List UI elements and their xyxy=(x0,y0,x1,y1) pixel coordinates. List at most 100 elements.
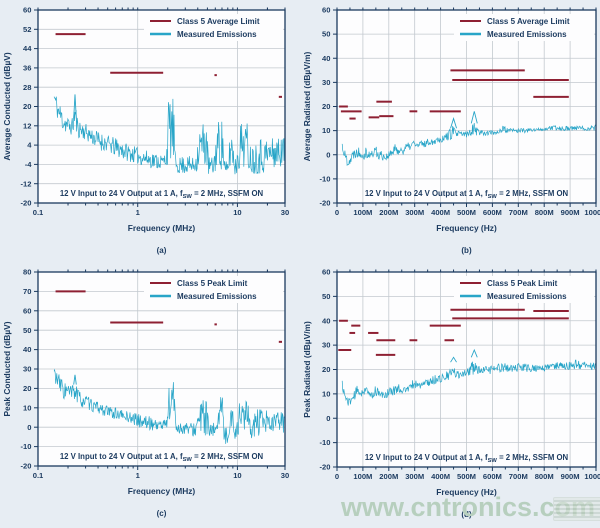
y-tick-label: 44 xyxy=(23,44,32,53)
chart-panel-d: Class 5 Peak Limit Measured Emissions -20-… xyxy=(300,264,600,528)
legend-label: Measured Emissions xyxy=(487,292,567,301)
x-tick-label: 30 xyxy=(281,208,289,217)
y-tick-label: 10 xyxy=(322,126,330,135)
legend-label: Class 5 Peak Limit xyxy=(487,279,558,288)
x-tick-label: 1 xyxy=(136,471,141,480)
gridlines xyxy=(337,272,596,467)
legend-label: Measured Emissions xyxy=(487,30,567,39)
test-condition-annotation: 12 V Input to 24 V Output at 1 A, fSW = … xyxy=(365,189,569,200)
subplot-label: (d) xyxy=(461,510,472,519)
y-tick-label: 28 xyxy=(23,83,31,92)
chart-panel-a: Class 5 Average Limit Measured Emissions -… xyxy=(0,0,300,264)
x-tick-label: 400M xyxy=(431,472,450,481)
x-tick-label: 200M xyxy=(379,472,398,481)
x-tick-label: 600M xyxy=(483,472,502,481)
x-axis-title: Frequency (Hz) xyxy=(436,223,497,233)
emissions-peak xyxy=(450,117,457,129)
tick-labels: -20 -10 0 10 20 30 40 50 60 0 100M 200M 300M 400M 500M… xyxy=(320,6,600,217)
y-tick-label: 10 xyxy=(23,403,31,412)
x-tick-label: 1 xyxy=(136,208,141,217)
y-tick-label: -20 xyxy=(21,199,32,208)
x-tick-label: 500M xyxy=(457,472,476,481)
y-tick-label: 30 xyxy=(23,365,31,374)
x-tick-label: 300M xyxy=(405,472,424,481)
class5-limit-lines xyxy=(55,33,283,98)
y-tick-label: 12 xyxy=(23,121,31,130)
test-condition-annotation: 12 V Input to 24 V Output at 1 A, fSW = … xyxy=(365,453,569,464)
emissions-peak xyxy=(73,94,77,119)
subplot-label: (a) xyxy=(157,246,167,255)
x-tick-label: 10 xyxy=(233,471,241,480)
y-tick-label: -12 xyxy=(21,179,32,188)
x-axis-title: Frequency (MHz) xyxy=(128,486,196,496)
y-tick-label: 10 xyxy=(322,389,330,398)
legend: Class 5 Average Limit Measured Emissions xyxy=(454,14,594,41)
y-axis-title: Peak Conducted (dBµV) xyxy=(2,321,12,416)
y-tick-label: -20 xyxy=(21,462,32,471)
x-tick-label: 0.1 xyxy=(33,471,44,480)
y-tick-label: 0 xyxy=(326,414,330,423)
y-tick-label: 0 xyxy=(326,150,330,159)
y-tick-label: -10 xyxy=(320,174,331,183)
measured-emissions-trace xyxy=(341,359,597,406)
y-tick-label: -4 xyxy=(25,160,33,169)
measured-emissions-trace xyxy=(53,368,285,444)
y-tick-label: 60 xyxy=(23,306,31,315)
legend: Class 5 Peak Limit Measured Emissions xyxy=(454,276,594,303)
y-tick-label: 50 xyxy=(322,292,330,301)
y-tick-label: 60 xyxy=(322,6,330,15)
measured-emissions-trace xyxy=(53,96,285,175)
y-tick-label: 36 xyxy=(23,64,31,73)
gridlines xyxy=(337,10,596,203)
y-tick-label: 4 xyxy=(27,141,32,150)
legend-label: Measured Emissions xyxy=(177,30,257,39)
tick-labels: -20 -10 0 10 20 30 40 50 60 0 100M 200M 300M 400M 500M… xyxy=(320,268,600,481)
legend-label: Class 5 Average Limit xyxy=(177,17,260,26)
x-tick-label: 100M xyxy=(353,472,372,481)
y-tick-label: 52 xyxy=(23,25,31,34)
emissions-peak xyxy=(450,356,457,363)
emissions-peak xyxy=(470,111,478,124)
y-tick-label: -20 xyxy=(320,199,331,208)
x-axis-title: Frequency (MHz) xyxy=(128,223,196,233)
y-tick-label: -10 xyxy=(21,442,32,451)
x-tick-label: 400M xyxy=(431,208,450,217)
y-tick-label: 80 xyxy=(23,268,31,277)
y-axis-title: Average Conducted (dBµV) xyxy=(2,52,12,160)
y-tick-label: 60 xyxy=(322,268,330,277)
subplot-label: (c) xyxy=(157,509,167,518)
x-tick-label: 900M xyxy=(561,472,580,481)
y-tick-label: 20 xyxy=(322,365,330,374)
chart-a-average-conducted: Class 5 Average Limit Measured Emissions -… xyxy=(2,6,290,255)
y-tick-label: 20 xyxy=(23,384,31,393)
x-tick-label: 0 xyxy=(335,208,339,217)
legend-label: Class 5 Average Limit xyxy=(487,17,570,26)
legend: Class 5 Average Limit Measured Emissions xyxy=(144,14,283,41)
legend-label: Class 5 Peak Limit xyxy=(177,279,248,288)
axis-ticks xyxy=(34,7,286,207)
y-tick-label: 20 xyxy=(322,102,330,111)
x-tick-label: 10 xyxy=(233,208,241,217)
y-axis-title: Average Radiated (dBµV/m) xyxy=(302,51,312,161)
y-tick-label: 20 xyxy=(23,102,31,111)
x-tick-label: 1000M xyxy=(584,208,600,217)
y-tick-label: 50 xyxy=(23,326,31,335)
x-tick-label: 700M xyxy=(509,472,528,481)
x-tick-label: 500M xyxy=(457,208,476,217)
x-tick-label: 900M xyxy=(561,208,580,217)
y-tick-label: 40 xyxy=(322,316,330,325)
subplot-label: (b) xyxy=(461,246,472,255)
test-condition-annotation: 12 V Input to 24 V Output at 1 A, fSW = … xyxy=(60,452,264,463)
axis-ticks xyxy=(333,269,597,471)
y-tick-label: 40 xyxy=(23,345,31,354)
y-tick-label: 40 xyxy=(322,54,330,63)
y-tick-label: -10 xyxy=(320,438,331,447)
y-tick-label: 30 xyxy=(322,341,330,350)
x-tick-label: 800M xyxy=(535,472,554,481)
class5-limit-lines xyxy=(55,290,283,343)
x-tick-label: 200M xyxy=(379,208,398,217)
tick-labels: -20 -12 -4 4 12 20 28 36 44 52 60 0.1 1 10 30 xyxy=(21,6,290,217)
